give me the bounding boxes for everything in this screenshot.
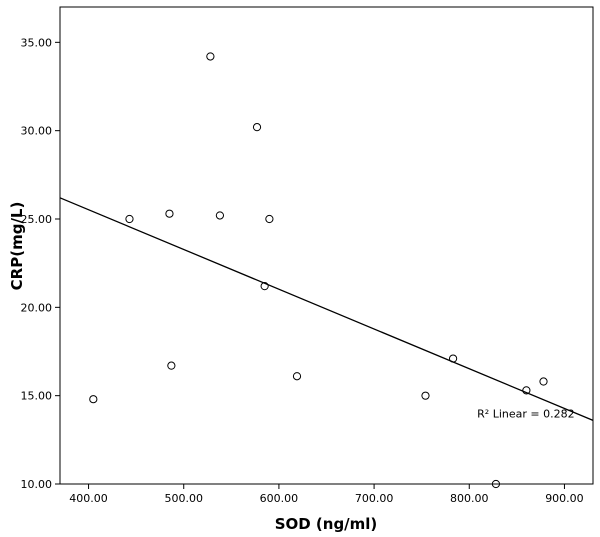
data-point [448, 354, 458, 363]
x-tick-label: 500.00 [164, 492, 203, 505]
y-tick-label: 35.00 [21, 36, 53, 49]
data-points [89, 52, 548, 489]
y-tick-label: 15.00 [21, 390, 53, 403]
x-tick-label: 600.00 [260, 492, 299, 505]
data-point [165, 209, 174, 218]
y-tick-label: 20.00 [21, 301, 53, 314]
y-tick-label: 10.00 [21, 478, 53, 491]
data-point [125, 214, 134, 224]
x-tick-label: 400.00 [69, 492, 108, 505]
x-axis: 400.00 500.00 600.00 700.00 800.00 900.00 [69, 484, 584, 505]
data-point [260, 282, 269, 291]
fit-line [59, 197, 594, 421]
y-tick-label: 25.00 [21, 213, 53, 226]
x-tick-label: 800.00 [450, 492, 489, 505]
plot-area [59, 6, 594, 485]
x-axis-title: SOD (ng/ml) [275, 515, 378, 533]
y-tick-label: 30.00 [21, 125, 53, 138]
y-axis-title: CRP(mg/L) [8, 202, 26, 291]
data-point [421, 391, 430, 400]
data-point [265, 214, 274, 224]
data-point [252, 123, 262, 132]
y-axis: 10.00 15.00 20.00 25.00 30.00 35.00 [21, 36, 60, 491]
r-squared-annotation: R² Linear = 0.282 [477, 407, 574, 420]
x-tick-label: 900.00 [545, 492, 584, 505]
data-point [491, 479, 501, 489]
data-point [522, 386, 531, 395]
data-point [89, 395, 98, 404]
data-point [292, 372, 302, 381]
data-point [206, 52, 215, 61]
data-point [167, 361, 176, 370]
x-tick-label: 700.00 [355, 492, 394, 505]
data-point [215, 211, 224, 220]
data-point [539, 377, 548, 386]
